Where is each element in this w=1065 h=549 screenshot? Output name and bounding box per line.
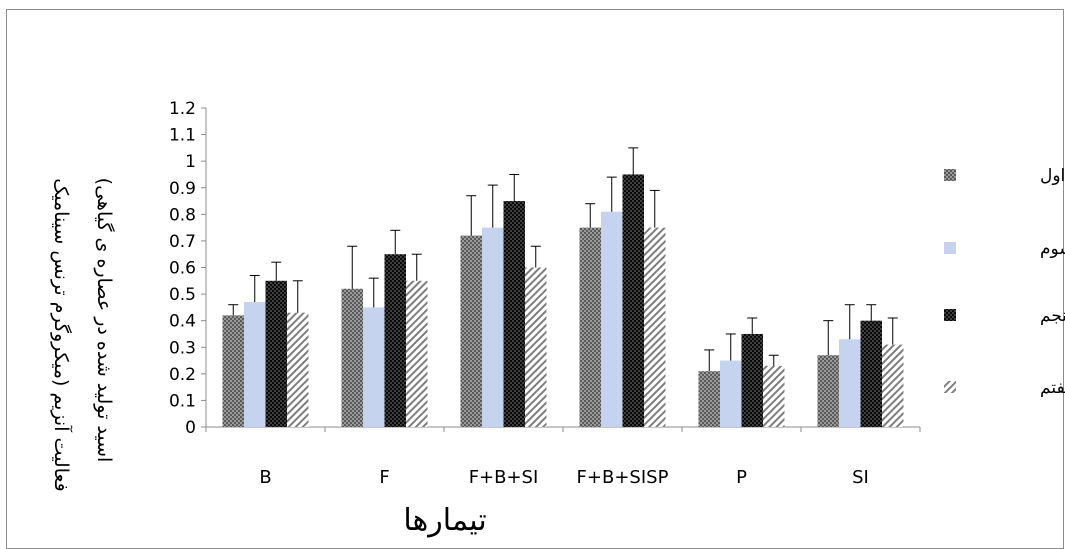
bar xyxy=(817,355,839,427)
legend-swatch xyxy=(944,309,956,321)
y-tick-label: 0.9 xyxy=(169,179,196,199)
legend-swatch xyxy=(944,242,956,254)
bar xyxy=(741,333,763,427)
bar xyxy=(839,339,861,427)
bar xyxy=(882,344,904,427)
y-tick-label: 0.6 xyxy=(169,259,196,279)
y-tick-label: 1.2 xyxy=(169,99,196,119)
legend-label: روز پنجم xyxy=(1040,306,1065,326)
bar xyxy=(222,315,244,427)
y-tick-label: 0.7 xyxy=(169,232,196,252)
legend-label: روز سوم xyxy=(1040,239,1065,259)
bar xyxy=(698,371,720,427)
legend-label: روز هفتم xyxy=(1040,378,1065,398)
category-label: B xyxy=(259,467,271,488)
y-tick-label: 0.4 xyxy=(169,312,196,332)
category-label: F xyxy=(379,467,389,488)
bar xyxy=(720,360,742,427)
category-label: F+B+SISP xyxy=(577,467,669,488)
error-bars xyxy=(228,147,898,372)
bar xyxy=(460,235,482,427)
bar xyxy=(406,280,428,427)
bar xyxy=(482,227,504,427)
y-tick-label: 0.1 xyxy=(169,391,196,411)
bar xyxy=(622,174,644,427)
bar xyxy=(244,302,266,427)
bar xyxy=(341,288,363,427)
legend-label: روز اول xyxy=(1040,166,1065,186)
y-tick-label: 0.2 xyxy=(169,365,196,385)
bar xyxy=(503,201,525,427)
bar xyxy=(265,280,287,427)
category-label: F+B+SI xyxy=(469,467,539,488)
y-tick-label: 1 xyxy=(185,152,196,172)
bar xyxy=(644,227,666,427)
legend: روز اول روز سوم روز پنجم روز هفتم xyxy=(944,166,1065,398)
category-label: P xyxy=(736,467,747,488)
y-tick-label: 0.3 xyxy=(169,338,196,358)
bar xyxy=(763,365,785,427)
legend-swatch xyxy=(944,169,956,181)
legend-swatch xyxy=(944,381,956,393)
y-tick-label: 0.8 xyxy=(169,205,196,225)
y-axis-label-line2: اسید تولید شده در عصاره ی گیاهی) xyxy=(93,178,116,463)
bar xyxy=(860,320,882,427)
y-ticks: 0 0.1 0.2 0.3 0.4 0.5 0.6 0.7 0.8 0.9 1 1.1 1.2 xyxy=(169,99,921,438)
bar xyxy=(601,211,623,427)
y-tick-label: 0.5 xyxy=(169,285,196,305)
category-label: SI xyxy=(852,467,869,488)
bar xyxy=(287,312,309,427)
y-axis-label-line1: فعالیت آنزیم (میکروگرم ترنس سینامیک xyxy=(50,178,74,492)
bar xyxy=(525,267,547,427)
y-tick-label: 0 xyxy=(185,418,196,438)
bar xyxy=(384,254,406,427)
bar xyxy=(363,307,385,427)
bars xyxy=(222,174,904,427)
category-labels: B F F+B+SI F+B+SISP P SI xyxy=(259,467,869,488)
x-axis-label: تیمارها xyxy=(403,503,486,538)
y-tick-label: 1.1 xyxy=(169,126,196,146)
bar xyxy=(579,227,601,427)
